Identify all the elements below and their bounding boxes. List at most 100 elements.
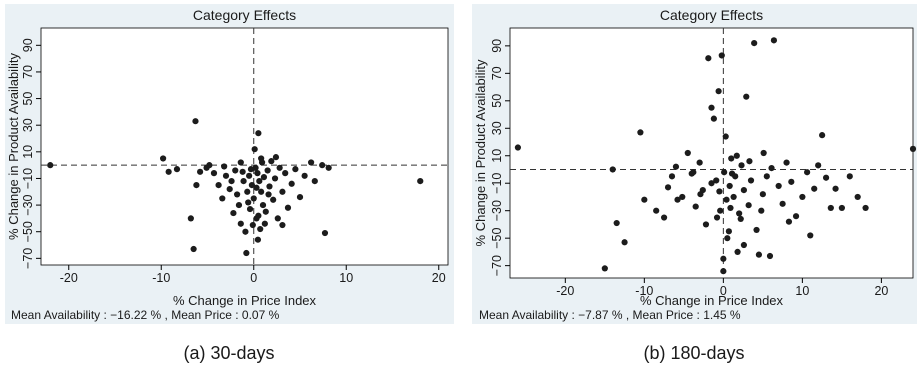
data-point [276,164,283,171]
data-point [751,40,758,47]
data-point [702,221,710,228]
data-point [319,162,326,169]
y-tick-label: −70 [490,255,504,276]
data-point [258,155,265,162]
x-tick-label: 10 [339,271,353,285]
data-point [244,188,251,195]
y-tick-label: −70 [21,248,35,269]
data-point [259,201,267,209]
data-point [243,249,250,257]
data-point [296,193,304,201]
data-point [819,132,826,139]
x-tick-label: -20 [556,284,574,298]
data-point [713,177,720,184]
x-tick-label: 20 [432,271,446,285]
data-point [664,184,672,191]
data-point [724,235,731,242]
data-point [222,172,230,179]
data-point [723,196,730,203]
data-point [696,159,703,166]
data-point [197,168,204,175]
data-point [713,214,721,221]
data-point [740,241,747,249]
data-point [609,166,616,173]
data-point [815,162,822,169]
data-point [210,170,218,177]
data-point [272,154,280,161]
y-tick-label: 90 [490,39,504,53]
data-point [279,188,286,195]
data-point [301,172,308,179]
data-point [250,195,257,202]
data-point [736,210,743,217]
data-point [672,163,680,170]
data-point [221,163,228,170]
data-point [235,201,243,209]
panel-180-days: Category Effects -20 -10 0 10 20 −70 −50 −30 −10 1… [472,4,917,324]
y-tick-label: −50 [490,228,504,249]
y-tick-label: 10 [21,145,35,159]
panel-30-days: Category Effects -20 -10 0 10 20 −70 −50 −30 −10 1… [5,4,454,324]
chart-title: Category Effects [660,7,763,23]
data-point [258,188,265,195]
data-point [730,193,737,201]
data-point [726,182,733,190]
x-tick-label: 0 [250,271,257,285]
data-point [708,104,715,111]
data-point [274,215,281,222]
data-point [721,169,728,176]
data-point [242,228,249,235]
y-tick-label: 30 [490,121,504,135]
y-tick-label: −10 [21,168,35,189]
panel-caption: (b) 180-days [643,343,744,363]
data-point [621,239,628,246]
data-point [254,236,262,243]
data-point [755,251,763,258]
data-point [668,173,676,180]
data-point [679,193,686,201]
data-point [249,221,256,229]
data-point [690,169,697,176]
data-point [264,167,271,174]
data-point [725,228,732,235]
data-point [753,226,760,234]
data-point [747,177,755,184]
y-tick-label: 50 [490,94,504,108]
data-point [284,204,292,211]
data-point [799,193,806,201]
plot-area [40,27,449,266]
data-point [228,178,235,185]
data-point [743,93,750,100]
data-point [734,248,741,256]
data-point [237,159,244,166]
data-point [292,166,299,173]
data-point [245,199,252,206]
data-point [697,191,704,198]
data-point [770,37,778,44]
data-point [226,186,233,193]
data-point [768,165,775,172]
data-point [253,184,260,191]
data-point [311,178,318,185]
data-point [248,182,255,189]
data-point [692,203,699,210]
data-point [601,265,608,272]
y-axis-label: % Change in Product Availability [6,53,21,240]
data-point [240,178,247,185]
x-tick-label: -10 [152,271,170,285]
data-point [187,215,194,222]
x-tick-label: 10 [795,284,809,298]
y-tick-label: 70 [490,66,504,80]
data-point [722,133,729,140]
data-point [720,255,727,262]
chart-title: Category Effects [193,7,296,23]
data-point [288,180,295,187]
y-tick-label: 70 [21,65,35,79]
y-tick-label: −30 [490,200,504,221]
data-point [792,213,800,220]
data-point [684,149,691,157]
data-point [811,185,818,192]
data-point [641,196,648,203]
summary-note: Mean Availability : −7.87 % , Mean Price… [479,308,741,322]
